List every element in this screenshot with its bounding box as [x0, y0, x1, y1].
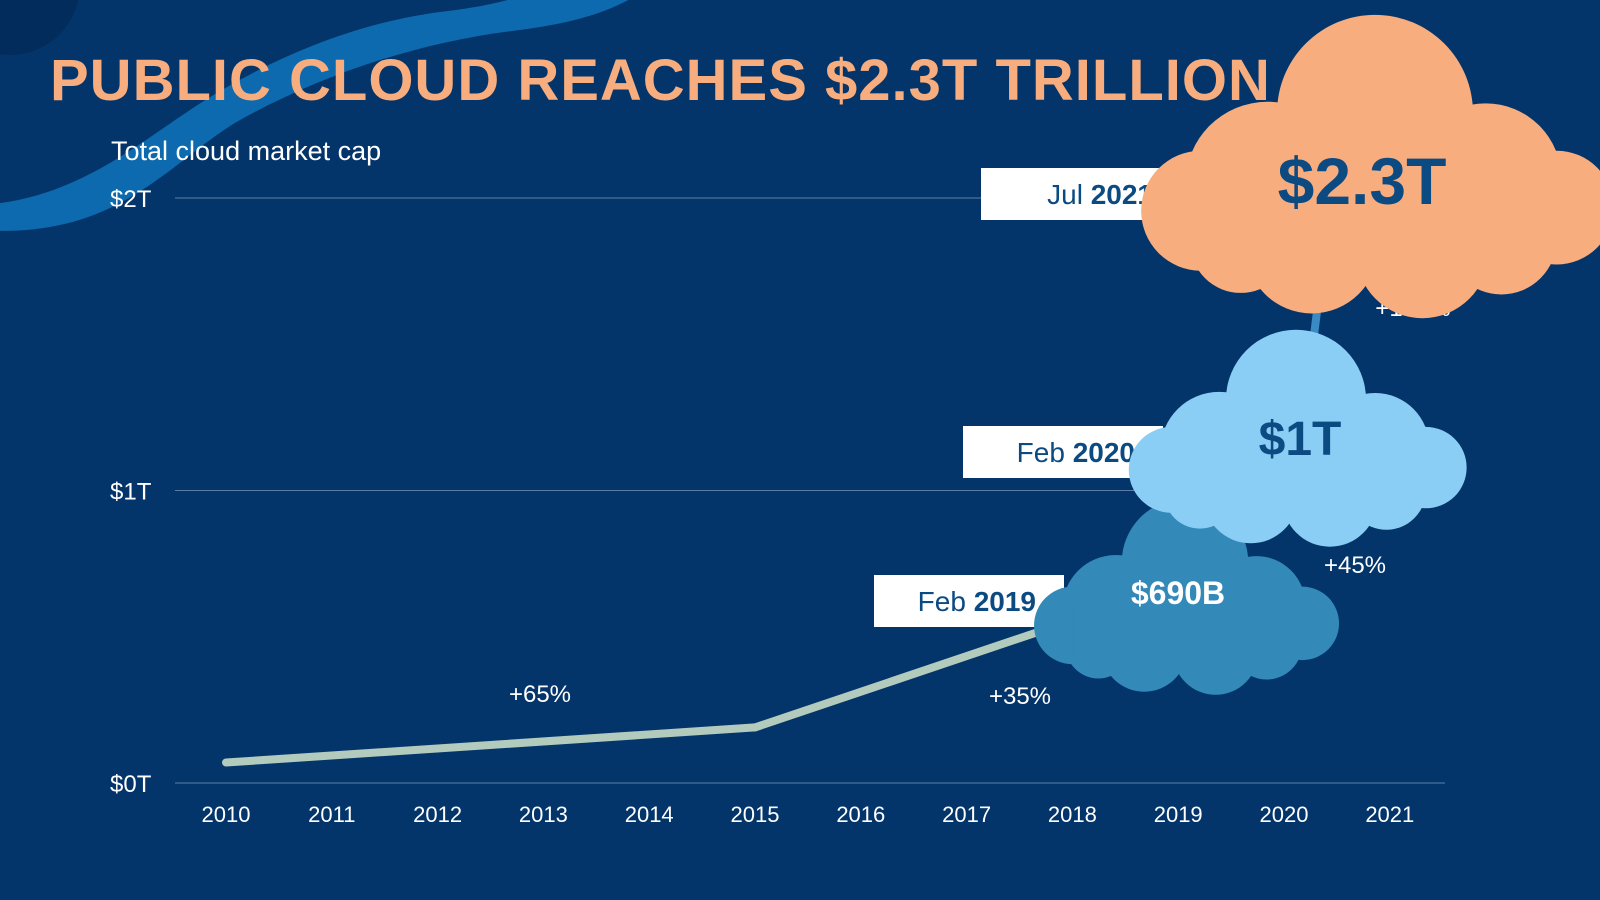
- x-tick-label: 2012: [413, 802, 462, 827]
- x-tick-label: 2013: [519, 802, 568, 827]
- growth-annotation: +35%: [989, 683, 1051, 710]
- x-tick-label: 2018: [1048, 802, 1097, 827]
- x-tick-label: 2019: [1154, 802, 1203, 827]
- cloud-shape: [1141, 14, 1600, 319]
- chart-title: PUBLIC CLOUD REACHES $2.3T TRILLION: [50, 48, 1271, 113]
- y-axis-tick-labels: $0T $1T $2T: [110, 186, 152, 798]
- milestone-value: $690B: [1131, 575, 1225, 611]
- cloud-shape: [1128, 329, 1467, 547]
- milestone-month: Jul: [1047, 179, 1091, 210]
- x-tick-label: 2014: [625, 802, 674, 827]
- x-tick-label: 2017: [942, 802, 991, 827]
- chart-subtitle: Total cloud market cap: [111, 136, 381, 166]
- milestone-2020: Feb 2020 $1T: [963, 329, 1467, 547]
- cloud-shape: [1034, 498, 1340, 695]
- date-box: [874, 575, 1064, 627]
- series-segment: [222, 723, 759, 767]
- x-tick-label: 2011: [308, 802, 355, 827]
- background-decoration: [0, 0, 629, 231]
- growth-annotation: +65%: [509, 681, 571, 708]
- x-axis-tick-labels: 2010 2011 2012 2013 2014 2015 2016 2017 2018 2019…: [202, 802, 1415, 827]
- growth-annotation: +45%: [1324, 552, 1386, 579]
- y-tick-label: $2T: [110, 186, 152, 213]
- milestones: Feb 2019 $690B Feb 2020 $1T Jul 2021 $2.3T: [874, 14, 1600, 695]
- milestone-date: Feb 2019: [918, 586, 1036, 617]
- swoosh-decoration: [0, 0, 629, 231]
- milestone-year: 2020: [1073, 437, 1135, 468]
- corner-circle-decoration: [0, 0, 79, 55]
- y-tick-label: $1T: [110, 479, 152, 506]
- milestone-month: Feb: [1017, 437, 1073, 468]
- x-tick-label: 2020: [1260, 802, 1309, 827]
- y-tick-label: $0T: [110, 771, 152, 798]
- milestone-date: Jul 2021: [1047, 179, 1153, 210]
- milestone-value: $2.3T: [1278, 144, 1447, 218]
- milestone-2019: Feb 2019 $690B: [874, 498, 1340, 695]
- milestone-year: 2019: [974, 586, 1036, 617]
- x-tick-label: 2015: [731, 802, 780, 827]
- milestone-month: Feb: [918, 586, 974, 617]
- x-tick-label: 2016: [836, 802, 885, 827]
- milestone-date: Feb 2020: [1017, 437, 1135, 468]
- x-tick-label: 2021: [1365, 802, 1414, 827]
- milestone-value: $1T: [1259, 413, 1342, 466]
- x-tick-label: 2010: [202, 802, 251, 827]
- milestone-2021: Jul 2021 $2.3T: [981, 14, 1600, 319]
